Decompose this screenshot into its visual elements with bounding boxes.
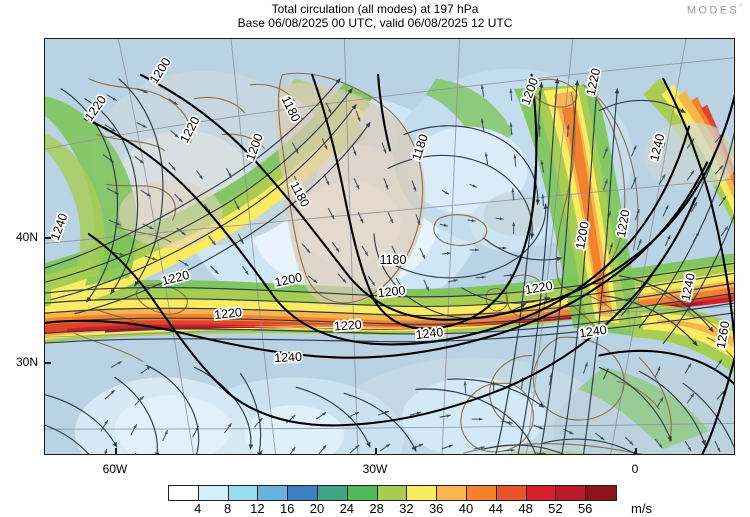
colorbar-tick-4: 4 [194,501,202,516]
colorbar-bin-5 [317,486,348,500]
colorbar-bin-9 [437,486,467,500]
contour-label-1220: 1220 [214,305,243,322]
colorbar-bin-1 [198,486,229,500]
colorbar-tick-24: 24 [339,501,355,516]
contour-label-1240: 1240 [274,350,302,365]
contour-label-1220: 1220 [214,305,243,322]
colorbar-tick-labels: 4 8 12 16 20 24 28 32 36 40 44 48 52 56 [168,501,616,517]
colorbar-bin-10 [466,486,497,500]
colorbar-unit-label: m/s [631,501,652,516]
contour-label-1240: 1240 [647,132,667,162]
colorbar-tick-16: 16 [279,501,295,516]
contour-label-1220: 1220 [614,209,633,239]
contour-label-1260: 1260 [714,320,733,350]
colorbar-bin-13 [556,486,587,500]
lon-tick-label-30W: 30W [362,462,388,476]
lon-tick-mark [635,448,637,455]
map-canvas: 1200120012201220122012201200120012401240… [45,39,734,454]
lon-tick-label-0: 0 [631,462,639,476]
contour-label-1220: 1220 [614,209,633,239]
colorbar-bin-0 [169,486,199,500]
lat-tick-mark [44,362,51,364]
colorbar-swatches [168,485,617,501]
contour-label-1200: 1200 [573,220,592,250]
colorbar-bin-2 [228,486,259,500]
contour-label-1200: 1200 [273,270,303,289]
colorbar-tick-40: 40 [458,501,474,516]
colorbar-bin-12 [526,486,557,500]
colorbar-tick-44: 44 [488,501,504,516]
colorbar-bin-7 [377,486,408,500]
contour-label-1220: 1220 [161,268,191,288]
colorbar-bin-6 [347,486,378,500]
contour-label-1180: 1180 [380,253,407,267]
contour-label-1200: 1200 [377,283,406,300]
title-line-1: Total circulation (all modes) at 197 hPa [271,2,479,16]
title-line-2: Base 06/08/2025 00 UTC, valid 06/08/2025… [237,16,513,30]
colorbar-bin-4 [288,486,318,500]
colorbar-tick-32: 32 [399,501,414,516]
page-title: Total circulation (all modes) at 197 hPa… [0,2,750,30]
contour-label-1240: 1240 [678,272,697,302]
colorbar-tick-12: 12 [250,501,265,516]
contour-label-1220: 1220 [524,279,554,298]
colorbar-tick-20: 20 [309,501,325,516]
colorbar-tick-48: 48 [518,501,533,516]
contour-label-1240: 1240 [415,325,444,342]
map-plot-area: 1200 1200 1220 1220 1220 1220 1200 1200 1240 1240… [44,38,735,455]
contour-label-1260: 1260 [714,320,733,350]
contour-label-1180: 1180 [380,253,407,267]
colorbar-bin-8 [407,486,438,500]
contour-label-1240: 1240 [274,350,302,365]
contour-label-1220: 1220 [524,279,554,298]
contour-label-1240: 1240 [578,323,607,341]
modes-logo: MODES° [687,4,742,17]
colorbar-bin-3 [258,486,289,500]
colorbar-tick-52: 52 [548,501,563,516]
contour-label-1220: 1220 [334,318,363,334]
contour-label-1240: 1240 [415,325,444,342]
lat-tick-mark [44,237,51,239]
colorbar: 4 8 12 16 20 24 28 32 36 40 44 48 52 56 m/s [168,485,652,516]
colorbar-tick-56: 56 [577,501,593,516]
contour-label-1240: 1240 [647,132,667,162]
lon-tick-mark [115,448,117,455]
lat-tick-label-40N: 40N [15,230,38,244]
contour-label-1200: 1200 [273,270,303,289]
colorbar-tick-28: 28 [369,501,384,516]
lat-tick-label-30N: 30N [15,355,38,369]
contour-label-1220: 1220 [584,67,603,97]
colorbar-bin-14 [586,486,616,500]
contour-label-1220: 1220 [334,318,363,334]
colorbar-tick-8: 8 [223,501,232,516]
modes-logo-text: MODES [686,4,740,17]
contour-label-1240: 1240 [578,323,607,341]
lon-tick-label-60W: 60W [102,462,128,476]
modes-logo-superscript: ° [739,4,742,11]
colorbar-bin-11 [496,486,527,500]
colorbar-tick-36: 36 [428,501,444,516]
contour-label-1200: 1200 [377,283,406,300]
contour-label-1200: 1200 [573,220,592,250]
lon-tick-mark [375,448,377,455]
contour-labels: 1200120012201220122012201200120012401240… [46,53,734,367]
